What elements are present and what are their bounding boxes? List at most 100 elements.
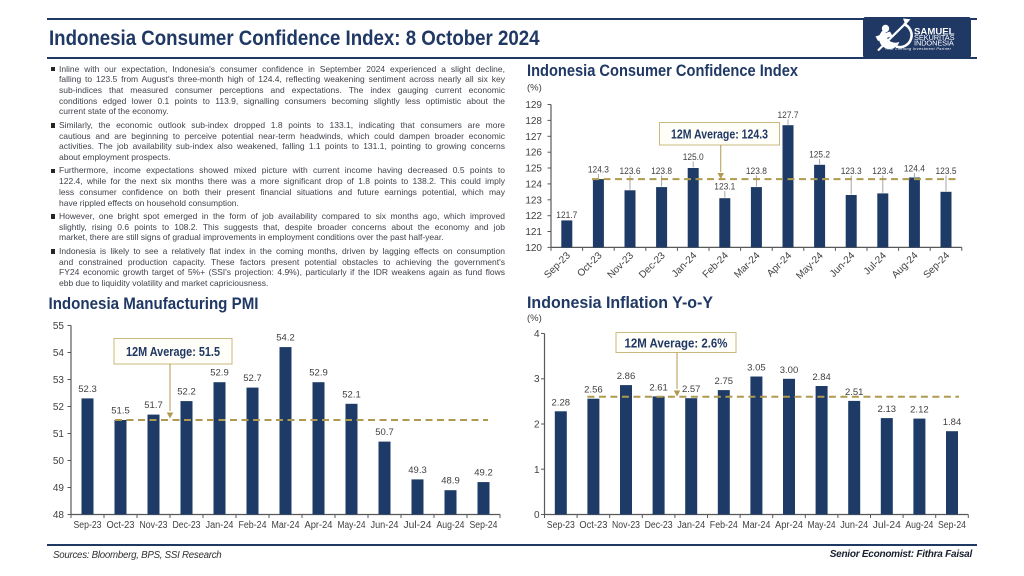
- svg-text:51.5: 51.5: [111, 406, 130, 417]
- svg-text:124: 124: [525, 179, 542, 190]
- svg-text:Dec-23: Dec-23: [637, 250, 668, 281]
- svg-text:2: 2: [534, 420, 540, 431]
- svg-text:124.4: 124.4: [904, 164, 925, 175]
- svg-text:Sep-24: Sep-24: [938, 520, 966, 531]
- svg-text:May-24: May-24: [808, 520, 836, 531]
- svg-text:2.28: 2.28: [552, 397, 571, 408]
- svg-text:126: 126: [525, 148, 542, 159]
- svg-text:Jul-24: Jul-24: [862, 250, 889, 277]
- svg-text:Jan-24: Jan-24: [670, 250, 700, 280]
- svg-text:127.7: 127.7: [778, 110, 799, 121]
- svg-text:Apr-24: Apr-24: [305, 520, 333, 531]
- svg-text:2.51: 2.51: [845, 387, 864, 398]
- svg-text:51: 51: [53, 429, 65, 440]
- svg-text:125.0: 125.0: [683, 152, 704, 163]
- svg-text:Nov-23: Nov-23: [612, 520, 640, 531]
- svg-text:Oct-23: Oct-23: [579, 520, 607, 531]
- svg-text:Indonesia Inflation Y-o-Y: Indonesia Inflation Y-o-Y: [527, 293, 714, 312]
- svg-text:Jun-24: Jun-24: [840, 520, 868, 531]
- svg-text:2.84: 2.84: [812, 372, 831, 383]
- svg-text:Indonesia Consumer Confidence: Indonesia Consumer Confidence Index: [527, 61, 798, 80]
- svg-text:Sep-24: Sep-24: [922, 250, 953, 281]
- svg-text:125: 125: [525, 164, 542, 175]
- svg-text:Sep-23: Sep-23: [74, 520, 102, 531]
- svg-text:2.86: 2.86: [617, 371, 636, 382]
- svg-text:52.2: 52.2: [177, 387, 196, 398]
- svg-text:54.2: 54.2: [276, 333, 295, 344]
- svg-text:Aug-24: Aug-24: [905, 520, 933, 531]
- svg-text:SEKURITAS: SEKURITAS: [914, 33, 955, 42]
- svg-text:2.57: 2.57: [682, 384, 701, 395]
- svg-text:52.9: 52.9: [309, 368, 328, 379]
- svg-text:54: 54: [53, 348, 65, 359]
- svg-text:INDONESIA: INDONESIA: [914, 39, 954, 48]
- svg-text:(%): (%): [527, 83, 542, 94]
- svg-text:2.56: 2.56: [584, 385, 603, 396]
- svg-text:121.7: 121.7: [556, 210, 577, 221]
- svg-text:124.3: 124.3: [588, 165, 609, 176]
- svg-text:129: 129: [525, 100, 542, 111]
- svg-text:123: 123: [525, 195, 542, 206]
- svg-text:Aug-24: Aug-24: [890, 250, 921, 281]
- svg-text:53: 53: [53, 375, 65, 386]
- svg-text:Aug-24: Aug-24: [437, 520, 465, 531]
- svg-text:123.4: 123.4: [872, 166, 893, 177]
- svg-text:48: 48: [53, 510, 65, 521]
- svg-text:Jun-24: Jun-24: [371, 520, 399, 531]
- svg-text:Sep-23: Sep-23: [547, 520, 575, 531]
- svg-text:Dec-23: Dec-23: [173, 520, 201, 531]
- svg-text:1: 1: [534, 465, 540, 476]
- svg-text:Dec-23: Dec-23: [645, 520, 673, 531]
- svg-text:Nov-23: Nov-23: [140, 520, 168, 531]
- svg-text:55: 55: [53, 321, 65, 332]
- svg-text:Feb-24: Feb-24: [239, 520, 267, 531]
- svg-text:127: 127: [525, 132, 542, 143]
- svg-text:2.61: 2.61: [649, 382, 668, 393]
- svg-text:May-24: May-24: [338, 520, 366, 531]
- svg-text:12M Average: 2.6%: 12M Average: 2.6%: [625, 336, 728, 351]
- svg-text:May-24: May-24: [794, 250, 826, 282]
- svg-text:125.2: 125.2: [809, 150, 830, 161]
- svg-text:Jan-24: Jan-24: [206, 520, 234, 531]
- svg-text:52.3: 52.3: [78, 384, 97, 395]
- svg-text:Jul-24: Jul-24: [404, 520, 432, 531]
- svg-text:50.7: 50.7: [375, 427, 394, 438]
- svg-text:2.75: 2.75: [715, 376, 734, 387]
- svg-text:50: 50: [53, 456, 65, 467]
- svg-text:49: 49: [53, 483, 65, 494]
- svg-text:Oct-23: Oct-23: [576, 250, 605, 279]
- svg-text:Feb-24: Feb-24: [701, 250, 731, 280]
- svg-text:Indonesia Manufacturing PMI: Indonesia Manufacturing PMI: [49, 294, 259, 313]
- svg-text:49.2: 49.2: [474, 468, 493, 479]
- svg-text:Jan-24: Jan-24: [677, 520, 705, 531]
- svg-text:52: 52: [53, 402, 65, 413]
- svg-text:(%): (%): [527, 313, 542, 324]
- svg-text:4: 4: [534, 329, 540, 340]
- svg-text:0: 0: [534, 510, 540, 521]
- svg-text:123.5: 123.5: [936, 166, 957, 177]
- svg-text:Apr-24: Apr-24: [775, 520, 803, 531]
- svg-text:123.1: 123.1: [714, 182, 735, 193]
- svg-text:123.8: 123.8: [651, 166, 672, 177]
- svg-text:Feb-24: Feb-24: [710, 520, 738, 531]
- svg-text:122: 122: [525, 211, 542, 222]
- svg-text:3.05: 3.05: [747, 363, 766, 374]
- svg-text:Sep-23: Sep-23: [542, 250, 573, 281]
- svg-text:Sep-24: Sep-24: [470, 520, 498, 531]
- svg-text:2.13: 2.13: [878, 404, 897, 415]
- svg-text:12M Average: 51.5: 12M Average: 51.5: [126, 344, 220, 359]
- svg-text:128: 128: [525, 116, 542, 127]
- svg-text:Your Lifelong Investment Partn: Your Lifelong Investment Partner: [885, 47, 952, 51]
- svg-text:123.6: 123.6: [620, 166, 641, 177]
- svg-text:123.3: 123.3: [841, 166, 862, 177]
- svg-text:Jun-24: Jun-24: [828, 250, 858, 280]
- svg-text:SAMUEL: SAMUEL: [914, 26, 955, 37]
- svg-text:1.84: 1.84: [943, 417, 962, 428]
- svg-text:48.9: 48.9: [441, 476, 460, 487]
- svg-text:51.7: 51.7: [144, 400, 163, 411]
- svg-text:52.7: 52.7: [243, 373, 262, 384]
- svg-text:12M Average: 124.3: 12M Average: 124.3: [671, 127, 768, 142]
- svg-text:49.3: 49.3: [408, 465, 427, 476]
- svg-text:123.8: 123.8: [746, 166, 767, 177]
- svg-text:3: 3: [534, 374, 540, 385]
